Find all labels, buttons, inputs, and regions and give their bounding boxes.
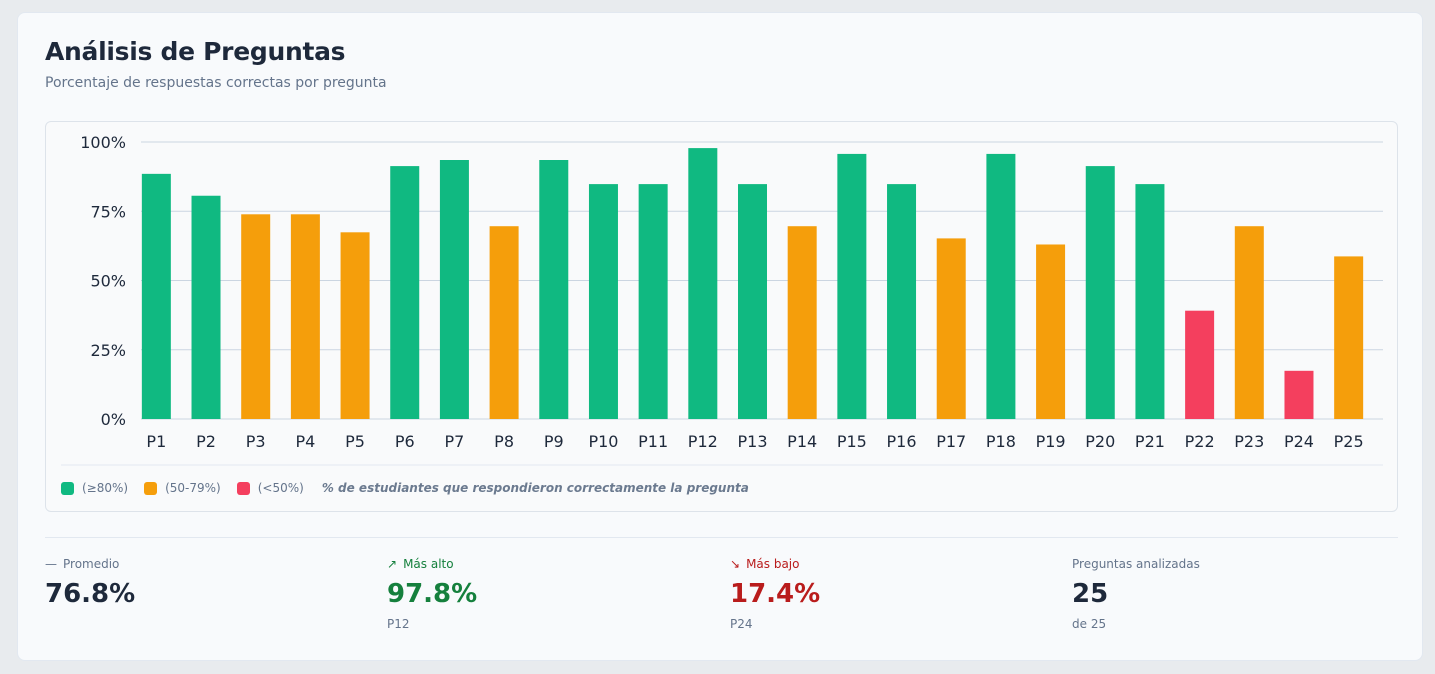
legend-note: % de estudiantes que respondieron correc… <box>321 481 749 495</box>
bar-P13 <box>738 184 767 419</box>
stat-highest-value: 97.8% <box>387 579 478 609</box>
x-tick-label: P20 <box>1085 432 1115 451</box>
section-divider <box>45 537 1398 538</box>
x-tick-label: P11 <box>638 432 668 451</box>
bar-P21 <box>1135 184 1165 419</box>
dash-icon: — <box>45 557 57 571</box>
bar-P24 <box>1284 370 1314 419</box>
legend-item-low: (<50%) <box>236 481 304 495</box>
x-tick-label: P21 <box>1135 432 1165 451</box>
trending-down-icon: ↘ <box>730 557 741 571</box>
legend-item-mid: (50-79%) <box>144 481 221 495</box>
bar-P20 <box>1085 166 1115 419</box>
stat-highest-label: Más alto <box>403 557 454 571</box>
chart-legend: (≥80%) (50-79%) (<50%) % de estudiantes … <box>61 481 749 495</box>
bar-P6 <box>390 166 420 419</box>
x-tick-label: P2 <box>196 432 216 451</box>
x-tick-label: P24 <box>1284 432 1314 451</box>
bar-P18 <box>986 153 1016 419</box>
x-tick-label: P8 <box>494 432 514 451</box>
bar-P2 <box>191 195 221 419</box>
trending-up-icon: ↗ <box>387 557 398 571</box>
x-tick-label: P23 <box>1234 432 1264 451</box>
x-tick-label: P4 <box>295 432 315 451</box>
stat-average-label: Promedio <box>63 557 120 571</box>
x-tick-label: P25 <box>1334 432 1364 451</box>
bar-P14 <box>787 226 817 419</box>
page-subtitle: Porcentaje de respuestas correctas por p… <box>45 75 387 91</box>
y-tick-label: 0% <box>101 410 126 429</box>
x-tick-label: P1 <box>146 432 166 451</box>
y-tick-label: 25% <box>90 341 126 360</box>
bar-P10 <box>588 184 618 419</box>
stat-average-value: 76.8% <box>45 579 136 609</box>
x-tick-label: P3 <box>246 432 266 451</box>
stat-count-total: de 25 <box>1072 617 1107 631</box>
bar-P3 <box>241 214 271 419</box>
chart-container: 0% 25% 50% 75% 100% P1 P2 P3 P4 P5 P6 P7 P8 P9 P10 P11 P… <box>45 121 1398 512</box>
x-tick-label: P16 <box>887 432 917 451</box>
legend-label-high: (≥80%) <box>82 481 129 495</box>
bar-P8 <box>489 226 519 419</box>
stat-lowest-label: Más bajo <box>746 557 800 571</box>
x-tick-label: P13 <box>737 432 767 451</box>
stat-lowest-question: P24 <box>730 617 753 631</box>
bar-P12 <box>688 148 718 419</box>
x-tick-label: P6 <box>395 432 415 451</box>
x-tick-label: P18 <box>986 432 1016 451</box>
legend-item-high: (≥80%) <box>61 481 128 495</box>
x-tick-label: P22 <box>1185 432 1215 451</box>
bar-P25 <box>1334 256 1364 419</box>
y-tick-label: 100% <box>80 133 126 152</box>
stat-average: — Promedio 76.8% <box>45 557 135 609</box>
x-tick-label: P7 <box>445 432 465 451</box>
stat-lowest: ↘ Más bajo 17.4% P24 <box>730 557 820 631</box>
bar-P5 <box>340 232 370 419</box>
stat-lowest-value: 17.4% <box>730 579 821 609</box>
legend-label-mid: (50-79%) <box>165 481 221 495</box>
question-analysis-card: Análisis de Preguntas Porcentaje de resp… <box>17 12 1423 661</box>
bar-P9 <box>539 160 569 419</box>
y-tick-label: 75% <box>90 202 126 221</box>
page-title: Análisis de Preguntas <box>45 37 346 66</box>
bar-P17 <box>936 238 966 419</box>
bar-P7 <box>439 160 469 419</box>
bar-P15 <box>837 153 867 419</box>
legend-swatch-low <box>236 481 250 495</box>
x-tick-label: P19 <box>1036 432 1066 451</box>
stat-count-value: 25 <box>1072 579 1109 609</box>
x-tick-label: P14 <box>787 432 817 451</box>
y-tick-label: 50% <box>90 272 126 291</box>
legend-swatch-high <box>61 481 74 495</box>
stat-count-label: Preguntas analizadas <box>1072 557 1200 571</box>
legend-label-low: (<50%) <box>257 481 304 495</box>
bar-P11 <box>638 184 668 419</box>
bar-P23 <box>1234 226 1264 419</box>
bar-P1 <box>141 173 171 419</box>
bar-P22 <box>1185 310 1215 419</box>
bar-chart: 0% 25% 50% 75% 100% P1 P2 P3 P4 P5 P6 P7 P8 P9 P10 P11 P… <box>61 133 1383 466</box>
stat-highest: ↗ Más alto 97.8% P12 <box>387 557 477 631</box>
legend-swatch-mid <box>144 481 158 495</box>
x-tick-label: P10 <box>588 432 618 451</box>
bar-P4 <box>290 214 320 419</box>
bar-P19 <box>1036 244 1066 419</box>
x-tick-label: P15 <box>837 432 867 451</box>
x-tick-label: P12 <box>688 432 718 451</box>
x-tick-label: P9 <box>544 432 564 451</box>
bar-P16 <box>887 184 917 419</box>
x-tick-label: P5 <box>345 432 365 451</box>
stat-count: Preguntas analizadas 25 de 25 <box>1072 557 1200 631</box>
x-tick-label: P17 <box>936 432 966 451</box>
stat-highest-question: P12 <box>387 617 410 631</box>
